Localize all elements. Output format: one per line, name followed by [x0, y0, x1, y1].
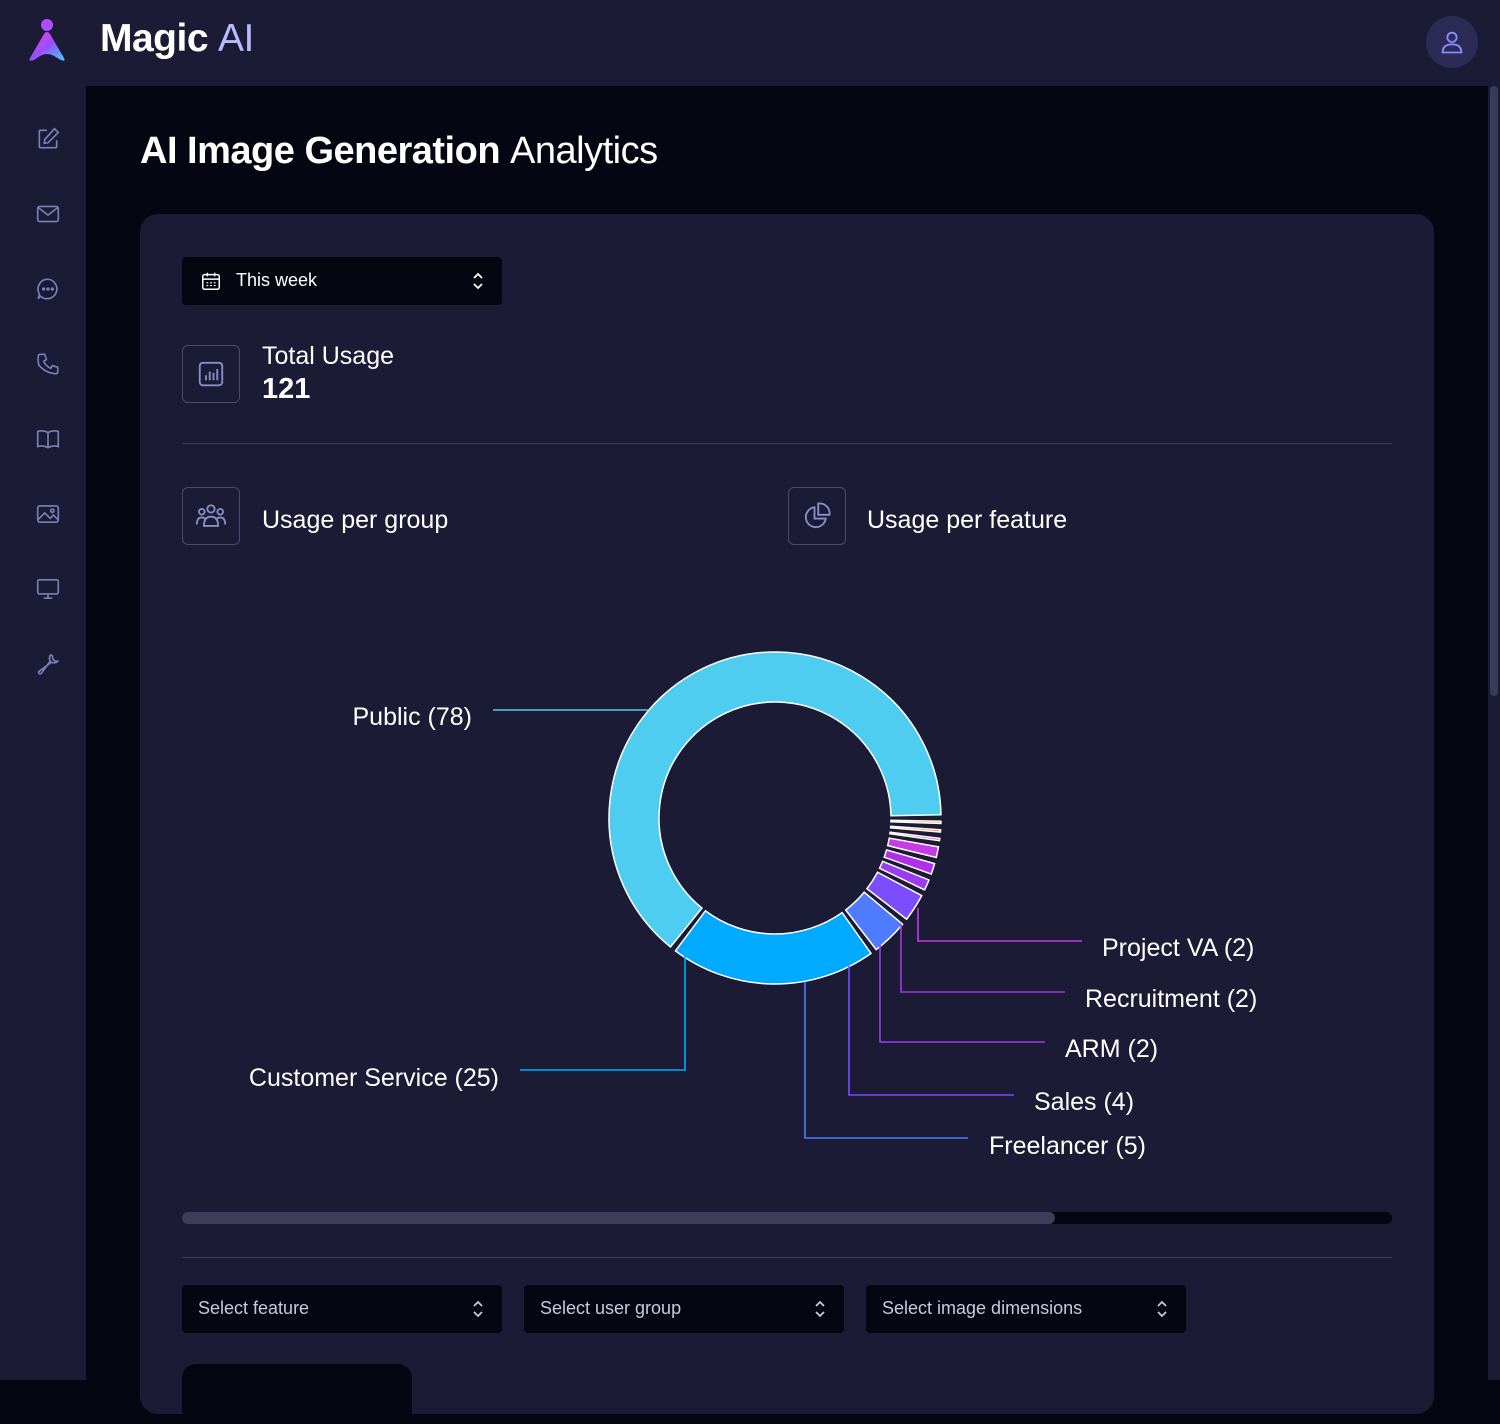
donut-segment-9[interactable]: [889, 825, 942, 833]
total-usage-value: 121: [262, 373, 311, 405]
select-user-group-dropdown[interactable]: Select user group: [524, 1285, 844, 1333]
analytics-card: This week Total Usage 121 Usage per grou…: [140, 214, 1434, 1424]
sidebar-item-phone[interactable]: [24, 340, 72, 388]
donut-segment-4[interactable]: [865, 871, 923, 921]
label-recruitment: Recruitment (2): [1085, 985, 1257, 1013]
sidebar-item-images[interactable]: [24, 490, 72, 538]
select-feature-dropdown[interactable]: Select feature: [182, 1285, 502, 1333]
usage-donut-chart: Public (78) Customer Service (25) Freela…: [249, 651, 1257, 1160]
section-divider: [182, 443, 1392, 444]
user-profile-button[interactable]: [1426, 16, 1478, 68]
usage-per-feature-tab[interactable]: Usage per feature: [867, 506, 1068, 534]
chevron-updown-icon: [473, 272, 483, 290]
page-title-light: Analytics: [510, 130, 658, 172]
label-customer-service: Customer Service (25): [249, 1064, 499, 1092]
page-scrollbar-thumb[interactable]: [1490, 86, 1498, 696]
leader-line-project-va: [917, 908, 1082, 942]
usage-per-group-tab[interactable]: Usage per group: [262, 506, 449, 534]
brand-name: Magic AI: [100, 16, 254, 62]
sidebar-item-chat[interactable]: [24, 265, 72, 313]
leader-lines: [493, 709, 1082, 1139]
sidebar-item-book[interactable]: [24, 415, 72, 463]
donut-segment-3[interactable]: [844, 891, 904, 951]
bottom-action-button[interactable]: [182, 1364, 412, 1424]
brand-bold: Magic: [100, 17, 209, 60]
donut-segment-5[interactable]: [878, 860, 930, 891]
sidebar: [0, 86, 86, 1380]
leader-line-freelancer: [804, 982, 968, 1139]
date-range-value: This week: [236, 270, 318, 290]
chevron-updown-icon: [815, 1300, 825, 1318]
brand-light: AI: [218, 17, 254, 60]
page-title: AI Image Generation Analytics: [140, 128, 658, 174]
donut-segment-7[interactable]: [886, 837, 940, 859]
label-public: Public (78): [353, 703, 473, 731]
label-sales: Sales (4): [1034, 1088, 1134, 1116]
user-icon: [1441, 31, 1463, 54]
label-freelancer: Freelancer (5): [989, 1132, 1146, 1160]
bar-chart-icon: [198, 361, 224, 387]
wrench-icon: [37, 653, 60, 675]
edit-icon: [38, 127, 60, 149]
leader-line-arm: [879, 944, 1045, 1043]
sidebar-item-monitor[interactable]: [24, 565, 72, 613]
donut-segments: [608, 651, 942, 985]
usage-per-group-icon-box: [182, 487, 240, 545]
chart-horizontal-scrollbar[interactable]: [182, 1212, 1392, 1224]
select-feature-placeholder: Select feature: [198, 1298, 310, 1318]
leader-line-recruitment: [900, 924, 1065, 993]
usage-per-feature-icon-box: [788, 487, 846, 545]
filters-divider: [182, 1257, 1392, 1258]
users-group-icon: [195, 504, 227, 527]
date-range-select[interactable]: This week: [182, 257, 502, 305]
monitor-icon: [36, 578, 60, 600]
sidebar-item-mail[interactable]: [24, 190, 72, 238]
donut-segment-8[interactable]: [889, 831, 941, 842]
donut-segment-10[interactable]: [890, 819, 942, 825]
total-usage-icon-box: [182, 345, 240, 403]
top-bar: Magic AI: [0, 0, 1500, 86]
mail-icon: [36, 205, 60, 223]
select-user-group-placeholder: Select user group: [540, 1298, 682, 1318]
book-icon: [36, 429, 60, 449]
sidebar-item-edit[interactable]: [24, 115, 72, 163]
select-image-dimensions-dropdown[interactable]: Select image dimensions: [866, 1285, 1186, 1333]
select-image-dimensions-placeholder: Select image dimensions: [882, 1298, 1083, 1318]
leader-line-sales: [848, 966, 1014, 1096]
chevron-updown-icon: [1157, 1300, 1167, 1318]
chevron-updown-icon: [473, 1300, 483, 1318]
label-arm: ARM (2): [1065, 1035, 1158, 1063]
chat-icon: [37, 278, 58, 300]
magic-ai-logo[interactable]: [24, 16, 74, 66]
chart-scrollbar-thumb[interactable]: [182, 1212, 1055, 1224]
donut-segment-1[interactable]: [608, 651, 942, 949]
label-project-va: Project VA (2): [1102, 934, 1254, 962]
total-usage-label: Total Usage: [262, 342, 395, 370]
leader-line-customer-service: [520, 954, 686, 1071]
phone-icon: [37, 353, 59, 375]
page-scrollbar[interactable]: [1488, 86, 1500, 1380]
calendar-icon: [202, 272, 220, 290]
pie-chart-icon: [804, 502, 831, 529]
chart-labels: Public (78) Customer Service (25) Freela…: [249, 703, 1257, 1160]
image-icon: [36, 505, 60, 523]
sidebar-item-tools[interactable]: [24, 640, 72, 688]
donut-segment-6[interactable]: [883, 848, 936, 875]
donut-segment-2[interactable]: [674, 909, 873, 985]
page-title-bold: AI Image Generation: [140, 130, 501, 172]
